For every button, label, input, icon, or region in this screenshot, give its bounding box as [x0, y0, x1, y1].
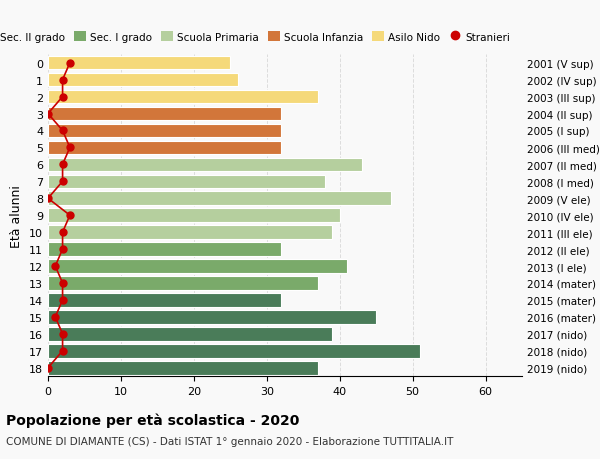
Point	[43, 111, 53, 118]
Bar	[48, 327, 332, 341]
Bar	[48, 57, 230, 70]
Legend: Sec. II grado, Sec. I grado, Scuola Primaria, Scuola Infanzia, Asilo Nido, Stran: Sec. II grado, Sec. I grado, Scuola Prim…	[0, 28, 515, 47]
Point	[58, 330, 67, 338]
Point	[58, 246, 67, 253]
Point	[65, 145, 74, 152]
Point	[65, 60, 74, 67]
Bar	[48, 226, 332, 240]
Point	[58, 94, 67, 101]
Bar	[48, 192, 391, 206]
Point	[58, 161, 67, 168]
Bar	[48, 344, 420, 358]
Bar	[48, 243, 281, 256]
Point	[58, 297, 67, 304]
Bar	[48, 310, 376, 324]
Bar	[48, 361, 318, 375]
Point	[43, 364, 53, 372]
Bar	[48, 260, 347, 273]
Point	[58, 128, 67, 135]
Point	[58, 347, 67, 355]
Bar	[48, 209, 340, 223]
Bar	[48, 277, 318, 290]
Bar	[48, 107, 281, 121]
Bar	[48, 141, 281, 155]
Bar	[48, 124, 281, 138]
Bar	[48, 293, 281, 307]
Point	[50, 313, 60, 321]
Bar	[48, 74, 238, 87]
Point	[43, 195, 53, 202]
Point	[58, 280, 67, 287]
Point	[50, 263, 60, 270]
Text: COMUNE DI DIAMANTE (CS) - Dati ISTAT 1° gennaio 2020 - Elaborazione TUTTITALIA.I: COMUNE DI DIAMANTE (CS) - Dati ISTAT 1° …	[6, 436, 454, 446]
Point	[58, 178, 67, 185]
Bar	[48, 175, 325, 189]
Y-axis label: Età alunni: Età alunni	[10, 185, 23, 247]
Point	[65, 212, 74, 219]
Bar	[48, 158, 362, 172]
Point	[58, 229, 67, 236]
Bar	[48, 90, 318, 104]
Point	[58, 77, 67, 84]
Text: Popolazione per età scolastica - 2020: Popolazione per età scolastica - 2020	[6, 413, 299, 428]
